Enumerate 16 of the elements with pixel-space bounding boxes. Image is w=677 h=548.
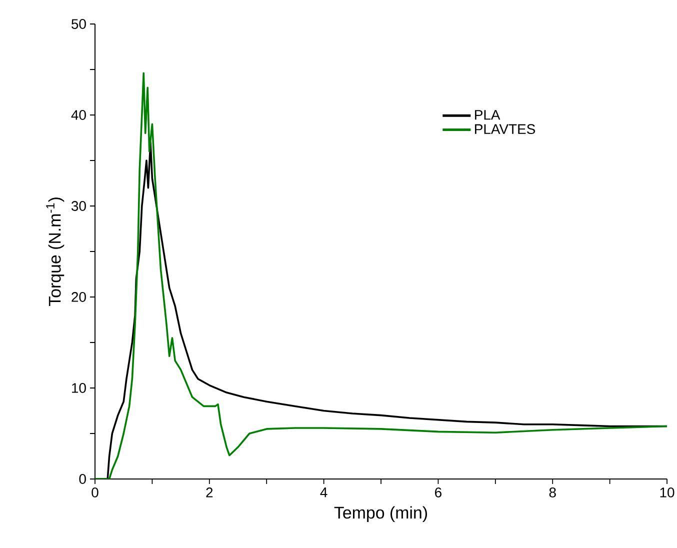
legend-label: PLAVTES [475,124,536,134]
y-tick-label: 0 [79,474,86,484]
x-tick-label: 4 [320,488,328,498]
y-tick-label: 30 [72,201,86,211]
y-tick-label: 50 [72,19,86,29]
x-tick-label: 6 [435,488,442,498]
x-tick-label: 2 [206,488,213,498]
legend-label: PLA [475,110,500,120]
x-tick-label: 0 [92,488,98,498]
y-tick-label: 10 [72,383,86,393]
y-tick-label: 40 [71,110,86,120]
x-tick-label: 10 [660,488,674,498]
y-axis-title: Torque (N.m$^{-1}$) [46,198,64,306]
y-tick-label: 20 [72,292,86,302]
x-axis-title: Tempo (min) [334,506,427,522]
x-tick-label: 8 [549,488,556,498]
